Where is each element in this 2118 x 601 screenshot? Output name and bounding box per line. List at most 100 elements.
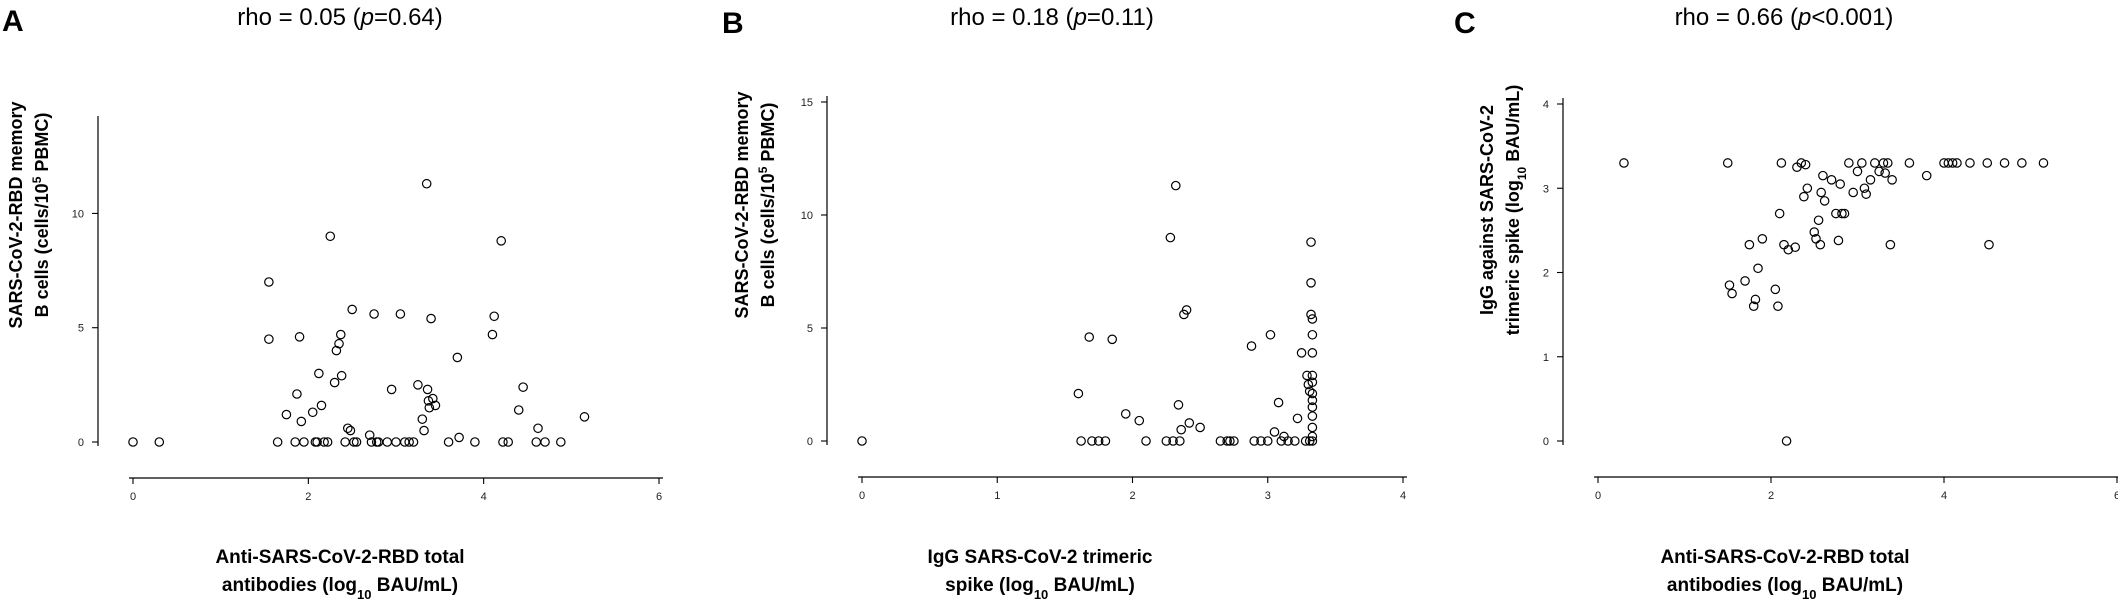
panel-letter-a: A [2,5,24,38]
panel-b-x-tick-label: 4 [1400,490,1406,502]
panel-c-data-point [1750,294,1761,305]
panel-a-data-point [422,384,433,395]
panel-b-data-point [1093,436,1104,446]
panel-c-title: rho = 0.66 (p<0.001) [1675,4,1894,31]
panel-c-data-point [1984,239,1994,250]
panel-a-data-point [419,425,429,436]
panel-b-data-point [1296,348,1307,358]
panel-a-data-point [391,437,401,447]
panel-b-data-point [1302,370,1312,381]
panel-a-y-tick-label: 0 [78,437,84,449]
panel-b-y-label-line2-sup: 5 [756,166,770,173]
panel-b-data-point [1215,436,1226,446]
panel-b-data-point [1307,411,1318,421]
panel-c-data-point [1774,208,1785,219]
panel-b-x-tick-label: 3 [1265,490,1271,502]
panel-a-y-label-line2-post: PBMC) [32,113,52,177]
panel-b-data-point [1307,329,1318,340]
panel-c-data-point [1904,158,1915,168]
panel-a-data-point [413,380,423,390]
panel-c-title-suffix: <0.001) [1811,4,1893,31]
panel-b-title: rho = 0.18 (p=0.11) [950,4,1154,31]
panel-c-data-point [1999,158,2010,168]
panel-b-data-point [1306,309,1316,320]
panel-c-data-point [1819,196,1830,206]
panel-c-x-label-line2-pre: antibodies (log [1667,575,1802,596]
panel-c-data-point [1770,284,1781,295]
panel-a-x-label-line2-sub: 10 [357,587,371,601]
panel-a-data-point [128,437,138,447]
panel-a-title-p: p [360,4,374,31]
panel-a-data-point [487,329,498,340]
panel-a-data-point [299,437,309,447]
panel-b-data-point [1306,277,1316,288]
panel-a-data-point [329,377,340,388]
panel-c-plot-area: 0 1 2 3 4 0 2 4 6 [1543,98,2118,502]
panel-b-data-point [1225,436,1235,446]
panel-c-data-point [1857,158,1867,168]
panel-a-x-tick-label: 2 [305,491,311,503]
panel-b-data-point [1307,388,1318,399]
panel-a-data-point [316,400,327,411]
panel-a-data-point [347,304,357,315]
panel-c-data-point [2038,158,2049,168]
panel-c-data-point [1727,288,1737,299]
panel-b-data-point [1087,436,1097,446]
panel-b-data-point [1161,436,1172,446]
panel-a-data-point [336,370,347,381]
panel-b-data-point [1283,436,1293,446]
panel-c-data-point [1885,239,1896,250]
panel-b-data-point [1307,370,1318,381]
panel-c-data-point [1952,158,1962,168]
panel-b-data-point [1307,436,1318,446]
panel-a-data-point [452,352,463,363]
panel-a-data-point [340,437,350,447]
panel-a-data-point [498,437,508,447]
panel-a-title-prefix: rho = 0.05 ( [237,4,360,31]
panel-c-data-point [1815,239,1826,250]
panel-b-data-point [1307,395,1318,406]
panel-a-title-suffix: =0.64) [374,4,443,31]
panel-c-data-point [1839,208,1850,219]
panel-b-y-label-line2-post: PBMC) [758,103,778,167]
panel-c-data-point [1844,158,1854,168]
panel-a-data-point [272,437,283,447]
panel-c-y-label-line2-post: BAU/mL) [1503,85,1523,167]
panel-a-x-label-line2: antibodies (log10 BAU/mL) [222,575,458,601]
panel-a-data-point [404,437,414,447]
panel-a-y-label-line2-pre: B cells (cells/10 [32,183,52,317]
panel-a-data-point [424,402,435,413]
panel-a-y-label-line2: B cells (cells/105 PBMC) [30,113,52,318]
panel-c-x-tick-label: 6 [2114,490,2118,502]
panel-a-data-point [426,313,436,324]
panel-c-data-point [1757,234,1768,244]
panel-b-y-label-line1: SARS-CoV-2-RBD memory [732,91,752,318]
panel-a-data-point [307,407,318,418]
panel-c-data-point [1724,280,1735,290]
panel-c-data-point [1965,158,1975,168]
panel-b-x-tick-label: 1 [994,490,1000,502]
panel-c-x-label-line1: Anti-SARS-CoV-2-RBD total [1660,547,1909,568]
panel-c-data-point [1809,227,1820,237]
panel-b-data-point [1165,232,1176,243]
panel-a-data-point [319,437,329,447]
panel-b-data-point [1229,436,1239,446]
panel-c-data-point [1848,187,1858,198]
panel-c-y-label-line2-sub: 10 [1515,166,1529,180]
panel-a-data-point [395,309,406,319]
panel-c-data-point [1880,168,1890,178]
panel-b-data-point [1181,305,1192,315]
panel-b-data-point [1273,397,1284,408]
panel-c: C rho = 0.66 (p<0.001) IgG against SARS-… [1454,4,2118,601]
panel-b-data-point [1246,341,1257,351]
panel-b-data-point [1306,237,1316,247]
panel-b-data-point [1076,436,1086,446]
panel-a-data-point [470,437,480,447]
panel-a-x-label-line2-pre: antibodies (log [222,575,357,596]
panel-b-x-tick-label: 2 [1129,490,1135,502]
panel-b-y-label-line2: B cells (cells/105 PBMC) [756,103,778,308]
panel-a-data-point [290,437,300,447]
panel-c-data-point [1852,166,1863,177]
panel-c-data-point [1818,170,1828,181]
panel-b-data-point [1307,314,1318,324]
